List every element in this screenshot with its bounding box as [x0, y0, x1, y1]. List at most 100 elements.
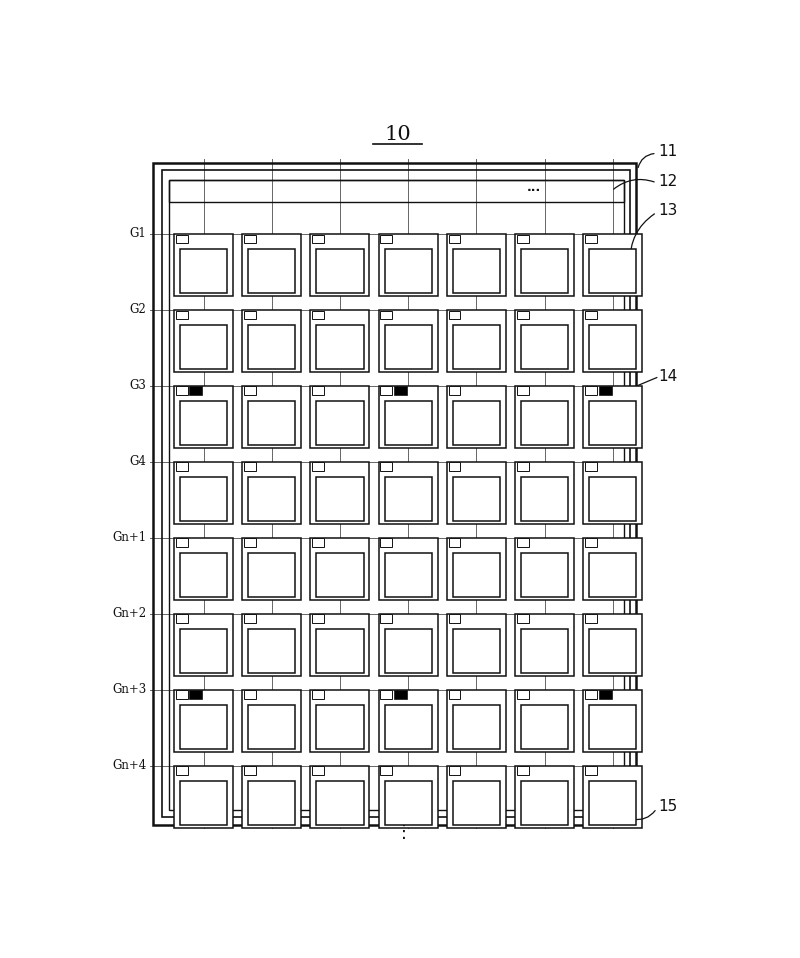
Bar	[180, 554, 227, 597]
Bar	[517, 235, 529, 243]
Bar	[447, 309, 506, 373]
Bar	[176, 235, 188, 243]
Bar	[242, 309, 301, 373]
Bar	[378, 462, 438, 524]
Bar	[453, 326, 500, 369]
Bar	[517, 538, 529, 547]
Bar	[515, 309, 574, 373]
Bar	[381, 538, 392, 547]
Bar	[310, 690, 370, 752]
Bar	[381, 463, 392, 471]
Bar	[242, 386, 301, 448]
Bar	[244, 538, 256, 547]
Text: Gn+2: Gn+2	[112, 607, 146, 621]
Bar	[589, 554, 636, 597]
Bar	[585, 310, 597, 319]
Bar	[385, 705, 432, 749]
Bar	[174, 234, 233, 296]
Bar	[244, 463, 256, 471]
Bar	[310, 765, 370, 828]
Bar	[180, 782, 227, 825]
Bar	[515, 614, 574, 676]
Bar	[174, 386, 233, 448]
Bar	[385, 326, 432, 369]
Bar	[583, 537, 642, 600]
Bar	[515, 234, 574, 296]
Text: Gn+4: Gn+4	[112, 760, 146, 772]
Bar	[447, 234, 506, 296]
Bar	[244, 235, 256, 243]
Bar	[381, 766, 392, 775]
Bar	[312, 614, 324, 623]
Bar	[176, 386, 188, 396]
Bar	[248, 782, 295, 825]
Bar	[310, 462, 370, 524]
Bar	[378, 309, 438, 373]
Bar	[316, 629, 363, 673]
Text: 11: 11	[658, 145, 678, 159]
Bar	[385, 629, 432, 673]
Bar	[589, 401, 636, 445]
Bar	[381, 614, 392, 623]
Text: Gn+1: Gn+1	[112, 532, 146, 544]
Bar	[583, 234, 642, 296]
Bar	[242, 234, 301, 296]
Bar	[521, 477, 568, 521]
Bar	[244, 766, 256, 775]
Bar	[589, 477, 636, 521]
Bar	[176, 463, 188, 471]
Bar	[378, 765, 438, 828]
Bar	[583, 309, 642, 373]
Bar	[585, 463, 597, 471]
Bar	[381, 691, 392, 699]
Text: G1: G1	[130, 227, 146, 240]
Bar	[176, 538, 188, 547]
Bar	[316, 705, 363, 749]
Bar	[589, 629, 636, 673]
Bar	[521, 629, 568, 673]
Bar	[378, 234, 438, 296]
Bar	[521, 705, 568, 749]
Bar	[447, 386, 506, 448]
Bar	[316, 326, 363, 369]
Bar	[385, 782, 432, 825]
Bar	[583, 462, 642, 524]
Bar	[248, 629, 295, 673]
Bar	[583, 614, 642, 676]
Bar	[385, 249, 432, 293]
Text: G4: G4	[130, 455, 146, 468]
Bar	[162, 171, 630, 817]
Bar	[190, 386, 202, 396]
Bar	[180, 705, 227, 749]
Bar	[447, 765, 506, 828]
Bar	[589, 782, 636, 825]
Bar	[449, 691, 461, 699]
Bar	[517, 766, 529, 775]
Bar	[242, 614, 301, 676]
Bar	[180, 401, 227, 445]
Bar	[585, 766, 597, 775]
Bar	[515, 386, 574, 448]
Bar	[453, 554, 500, 597]
Bar	[449, 386, 461, 396]
Bar	[378, 690, 438, 752]
Bar	[170, 180, 624, 810]
Bar	[521, 249, 568, 293]
Bar	[180, 629, 227, 673]
Bar	[449, 310, 461, 319]
Bar	[378, 386, 438, 448]
Bar	[174, 614, 233, 676]
Bar	[598, 386, 611, 396]
Bar	[248, 705, 295, 749]
Bar	[244, 614, 256, 623]
Bar	[598, 691, 611, 699]
Bar	[449, 766, 461, 775]
Bar	[585, 538, 597, 547]
Bar	[316, 401, 363, 445]
Bar	[517, 691, 529, 699]
Text: G2: G2	[130, 304, 146, 316]
Bar	[517, 614, 529, 623]
Bar	[585, 691, 597, 699]
Text: G3: G3	[130, 379, 146, 393]
Bar	[385, 477, 432, 521]
